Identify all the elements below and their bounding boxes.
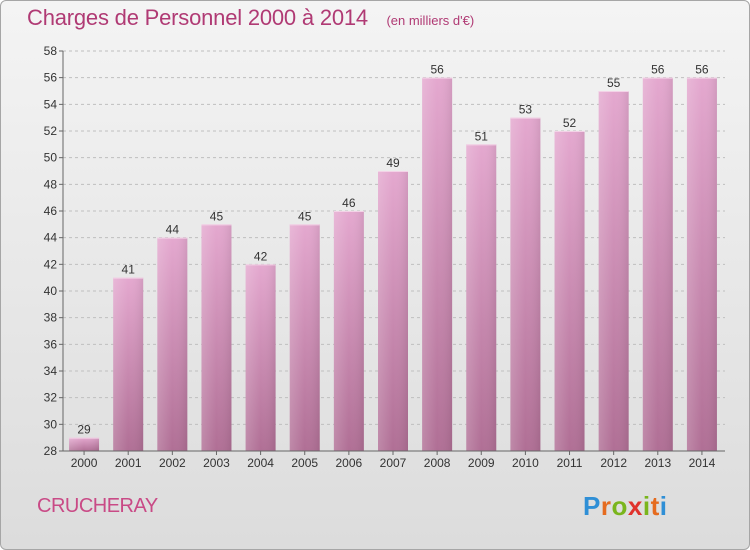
bar-shade <box>466 144 497 452</box>
chart-title: Charges de Personnel 2000 à 2014 <box>27 5 368 30</box>
x-tick-label: 2005 <box>291 456 318 470</box>
y-tick-label: 38 <box>44 311 58 325</box>
commune-name: CRUCHERAY <box>37 495 158 517</box>
logo-letter: o <box>611 491 628 521</box>
x-tick-label: 2007 <box>380 456 407 470</box>
data-label: 52 <box>563 116 577 130</box>
bar-shade <box>289 224 320 451</box>
data-label: 29 <box>77 423 91 437</box>
x-tick-label: 2009 <box>468 456 495 470</box>
x-tick-label: 2006 <box>336 456 363 470</box>
data-label: 53 <box>519 103 533 117</box>
data-label: 49 <box>386 156 400 170</box>
data-label: 55 <box>607 76 621 90</box>
bar-shade <box>642 77 673 452</box>
bar-shade <box>113 277 144 451</box>
y-tick-label: 42 <box>44 257 58 271</box>
bar-shade <box>378 171 408 451</box>
logo-letter: i <box>659 491 668 521</box>
bar-shade <box>201 224 232 451</box>
logo-letter: i <box>642 491 651 521</box>
bar-shade <box>69 437 100 451</box>
y-tick-label: 40 <box>44 284 58 298</box>
y-tick-label: 36 <box>44 337 58 351</box>
y-tick-label: 58 <box>44 44 58 58</box>
bar-shade <box>157 237 188 451</box>
x-tick-label: 2002 <box>159 456 186 470</box>
y-tick-label: 48 <box>44 177 58 191</box>
title-row: Charges de Personnel 2000 à 2014 (en mil… <box>27 5 474 31</box>
y-tick-label: 32 <box>44 391 58 405</box>
axis-layer: 28 30 32 34 36 38 40 42 44 46 48 50 52 54 56 58 2000 2001… <box>44 44 725 470</box>
x-tick-label: 2013 <box>644 456 671 470</box>
x-tick-label: 2008 <box>424 456 451 470</box>
x-tick-label: 2010 <box>512 456 539 470</box>
bar-shade <box>686 77 717 452</box>
data-label: 45 <box>298 209 312 223</box>
chart-subtitle: (en milliers d'€) <box>386 13 475 28</box>
y-tick-label: 44 <box>44 231 58 245</box>
y-tick-label: 34 <box>44 364 58 378</box>
x-tick-label: 2003 <box>203 456 230 470</box>
bar-shade <box>245 264 276 451</box>
data-label: 44 <box>166 223 180 237</box>
bar-shade <box>510 117 541 452</box>
logo-letter: P <box>583 491 601 521</box>
x-tick-label: 2000 <box>71 456 98 470</box>
bar-shade <box>422 77 453 452</box>
x-tick-label: 2012 <box>600 456 627 470</box>
data-label: 42 <box>254 249 268 263</box>
bar-shade <box>554 131 585 451</box>
logo-letter: t <box>650 491 660 521</box>
logo-letter: r <box>600 491 612 521</box>
data-label: 46 <box>342 196 356 210</box>
logo-letter: x <box>627 491 643 521</box>
bar-shade <box>333 211 364 451</box>
y-tick-label: 50 <box>44 151 58 165</box>
data-label: 45 <box>210 209 224 223</box>
y-tick-label: 28 <box>44 444 58 458</box>
data-label: 56 <box>695 63 709 77</box>
y-tick-label: 46 <box>44 204 58 218</box>
data-label: 51 <box>475 129 489 143</box>
y-tick-label: 56 <box>44 71 58 85</box>
data-label: 56 <box>430 63 444 77</box>
bar-shade <box>598 91 629 451</box>
x-tick-label: 2004 <box>247 456 274 470</box>
y-tick-label: 30 <box>44 417 58 431</box>
label-layer: 29 41 44 45 42 45 46 49 56 51 53 52 55 56 56 <box>77 63 709 437</box>
x-tick-label: 2014 <box>689 456 716 470</box>
y-tick-label: 54 <box>44 97 58 111</box>
bar-layer <box>69 77 717 452</box>
y-tick-label: 52 <box>44 124 58 138</box>
x-tick-label: 2001 <box>115 456 142 470</box>
data-label: 56 <box>651 63 665 77</box>
data-label: 41 <box>122 263 136 277</box>
proxiti-logo[interactable]: Proxiti <box>583 491 667 522</box>
x-tick-label: 2011 <box>557 456 583 470</box>
